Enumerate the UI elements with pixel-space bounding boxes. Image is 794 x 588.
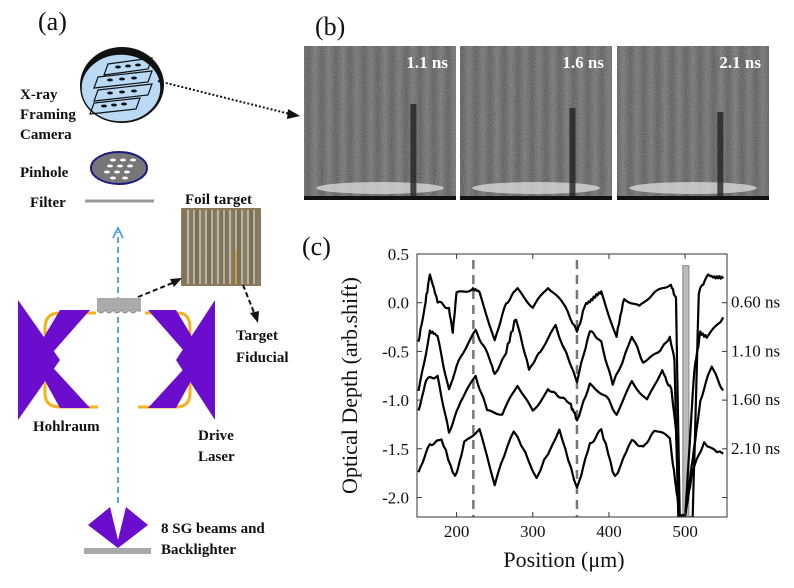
y-tick-label: -1.5: [382, 440, 409, 459]
series-line: [417, 365, 725, 517]
arrowhead-icon: [287, 109, 300, 119]
frame-image: 1.6 ns: [460, 46, 612, 200]
target-fiducial-label: Target Fiducial: [236, 328, 289, 366]
foil-target-photo: [181, 208, 261, 286]
target-fiducial-shadow: [717, 112, 724, 200]
x-tick-label: 400: [596, 522, 622, 541]
frame-time-label: 1.1 ns: [406, 53, 448, 72]
panel-label-b: (b): [315, 12, 345, 41]
series-line: [417, 316, 725, 517]
series-label: 2.10 ns: [731, 439, 780, 458]
series-line: [417, 273, 725, 517]
x-tick-label: 200: [444, 522, 470, 541]
series-line: [417, 428, 724, 517]
y-tick-label: -1.0: [382, 391, 409, 410]
series-label: 0.60 ns: [731, 293, 780, 312]
arrowhead-icon: [250, 311, 259, 323]
frame-time-label: 1.6 ns: [562, 53, 604, 72]
series-label: 1.60 ns: [731, 390, 780, 409]
x-tick-label: 300: [520, 522, 546, 541]
y-tick-label: 0.5: [388, 245, 409, 264]
frame-time-label: 2.1 ns: [719, 53, 761, 72]
foil-target-label: Foil target: [185, 192, 252, 208]
arrowhead-icon: [170, 278, 182, 287]
frame-image: 1.1 ns: [304, 46, 456, 200]
x-tick-label: 500: [672, 522, 698, 541]
fiducial-arrow: [242, 284, 256, 316]
arrowhead-icon: [112, 225, 124, 239]
drive-laser-label: Drive Laser: [198, 428, 238, 465]
y-tick-label: 0.0: [388, 294, 409, 313]
optical-depth-chart: 0.60 ns 1.10 ns 1.60 ns 2.10 ns 200 300 400 500…: [337, 245, 780, 572]
plot-frame: [416, 253, 728, 518]
y-axis-label: Optical Depth (arb.shift): [337, 277, 362, 494]
backlighter: [84, 548, 151, 554]
hohlraum-label: Hohlraum: [33, 419, 100, 435]
camera-label: X-ray Framing Camera: [20, 87, 80, 143]
y-tick-label: -2.0: [382, 489, 409, 508]
pinhole-label: Pinhole: [20, 165, 69, 181]
x-axis-label: Position (μm): [503, 547, 624, 572]
backlighter-label: 8 SG beams and Backlighter: [161, 521, 269, 558]
filter-label: Filter: [30, 195, 66, 211]
y-tick-label: -0.5: [382, 342, 409, 361]
series-label: 1.10 ns: [731, 341, 780, 360]
backlighter-beam-gap: [110, 507, 126, 540]
panel-label-c: (c): [302, 232, 331, 261]
target-fiducial-shadow: [569, 108, 576, 200]
xray-framing-camera: [80, 47, 164, 123]
panel-label-a: (a): [38, 7, 67, 36]
target-fiducial-shadow: [410, 104, 417, 200]
foil-arrow: [137, 281, 176, 298]
camera-to-frames-arrow: [157, 80, 291, 115]
frame-image: 2.1 ns: [617, 46, 769, 200]
pinhole: [90, 151, 148, 185]
framing-camera-images: 1.1 ns 1.6 ns 2.1 ns: [304, 46, 769, 200]
